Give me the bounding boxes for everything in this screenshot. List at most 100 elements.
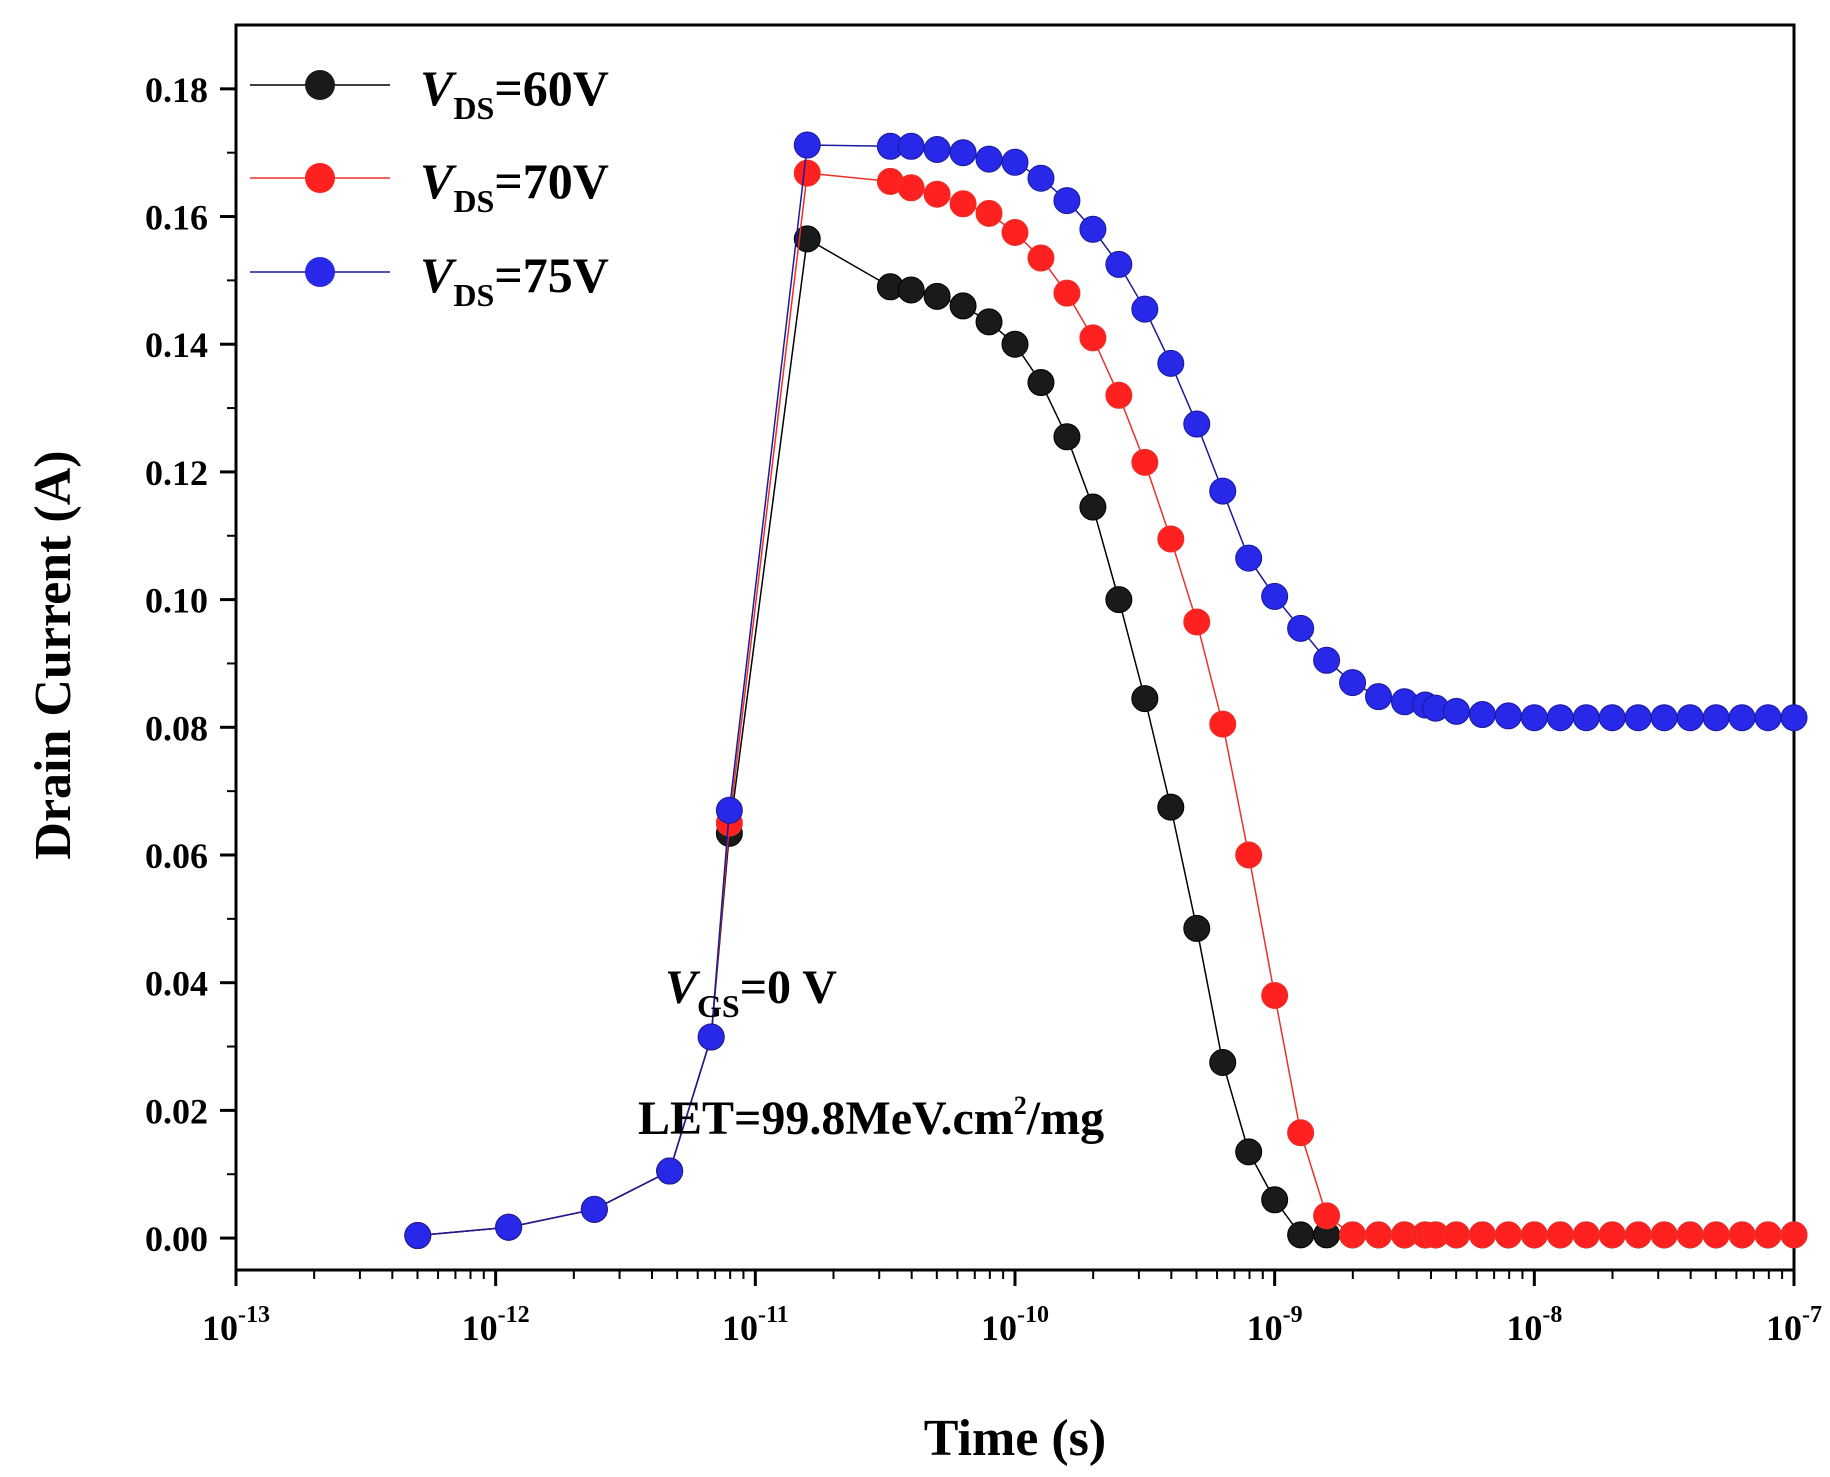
y-tick-label: 0.06 bbox=[145, 836, 208, 876]
data-point bbox=[975, 199, 1003, 227]
data-point bbox=[1131, 448, 1159, 476]
annotation-let: LET=99.8MeV.cm2/mg bbox=[638, 1091, 1104, 1145]
data-point bbox=[923, 282, 951, 310]
data-point bbox=[923, 180, 951, 208]
legend-label-75v: VDS=75V bbox=[420, 247, 609, 313]
series-VDS=75V bbox=[404, 131, 1808, 1250]
x-tick-label: 10-13 bbox=[202, 1302, 270, 1348]
data-point bbox=[1261, 981, 1289, 1009]
data-point bbox=[1287, 614, 1315, 642]
data-point bbox=[495, 1213, 523, 1241]
legend-marker-75v bbox=[305, 257, 335, 287]
y-tick-label: 0.02 bbox=[145, 1091, 208, 1131]
y-tick-label: 0.12 bbox=[145, 453, 208, 493]
data-point bbox=[1105, 381, 1133, 409]
legend-marker-60v bbox=[305, 70, 335, 100]
legend: VDS=60V VDS=70V VDS=75V bbox=[250, 60, 609, 313]
data-point bbox=[1442, 1221, 1470, 1249]
x-tick-label: 10-9 bbox=[1247, 1302, 1303, 1348]
data-point bbox=[1624, 704, 1652, 732]
legend-entry-70v: VDS=70V bbox=[250, 153, 609, 219]
data-point bbox=[1079, 215, 1107, 243]
data-point bbox=[1650, 704, 1678, 732]
data-point bbox=[1339, 1221, 1367, 1249]
series-layer bbox=[404, 131, 1808, 1250]
data-point bbox=[1053, 423, 1081, 451]
data-point bbox=[1313, 646, 1341, 674]
data-point bbox=[1235, 1138, 1263, 1166]
data-point bbox=[1157, 525, 1185, 553]
data-point bbox=[656, 1157, 684, 1185]
data-point bbox=[1780, 704, 1808, 732]
data-point bbox=[1157, 793, 1185, 821]
data-point bbox=[1209, 710, 1237, 738]
data-point bbox=[1442, 697, 1470, 725]
y-axis-title: Drain Current (A) bbox=[25, 450, 82, 859]
data-point bbox=[1079, 324, 1107, 352]
legend-entry-60v: VDS=60V bbox=[250, 60, 609, 126]
data-point bbox=[1728, 704, 1756, 732]
annotation-vgs: VGS=0 V bbox=[665, 961, 837, 1024]
data-point bbox=[1235, 544, 1263, 572]
x-axis-title: Time (s) bbox=[924, 1410, 1106, 1467]
data-point bbox=[1131, 295, 1159, 323]
data-point bbox=[1520, 1221, 1548, 1249]
data-point bbox=[1053, 187, 1081, 215]
data-point bbox=[404, 1222, 432, 1250]
legend-label-70v: VDS=70V bbox=[420, 153, 609, 219]
y-tick-label: 0.00 bbox=[145, 1219, 208, 1259]
data-point bbox=[1702, 1221, 1730, 1249]
data-point bbox=[1520, 704, 1548, 732]
data-point bbox=[897, 174, 925, 202]
data-point bbox=[1494, 1221, 1522, 1249]
x-tick-label: 10-8 bbox=[1506, 1302, 1562, 1348]
y-tick-label: 0.18 bbox=[145, 70, 208, 110]
data-point bbox=[793, 131, 821, 159]
data-point bbox=[1676, 704, 1704, 732]
y-tick-label: 0.08 bbox=[145, 708, 208, 748]
data-point bbox=[975, 145, 1003, 173]
data-point bbox=[1027, 164, 1055, 192]
data-point bbox=[1027, 244, 1055, 272]
data-point bbox=[1468, 701, 1496, 729]
data-point bbox=[1105, 250, 1133, 278]
x-tick-label: 10-10 bbox=[981, 1302, 1049, 1348]
x-tick-label: 10-7 bbox=[1766, 1302, 1822, 1348]
legend-label-60v: VDS=60V bbox=[420, 60, 609, 126]
data-point bbox=[1598, 1221, 1626, 1249]
data-point bbox=[1624, 1221, 1652, 1249]
x-tick-labels: 10-13 10-12 10-11 10-10 10-9 10-8 10-7 bbox=[202, 1302, 1822, 1348]
data-point bbox=[697, 1023, 725, 1051]
legend-entry-75v: VDS=75V bbox=[250, 247, 609, 313]
data-point bbox=[1754, 1221, 1782, 1249]
y-tick-label: 0.16 bbox=[145, 198, 208, 238]
data-point bbox=[1027, 369, 1055, 397]
data-point bbox=[1572, 1221, 1600, 1249]
data-point bbox=[1650, 1221, 1678, 1249]
data-point bbox=[1235, 841, 1263, 869]
data-point bbox=[1261, 1186, 1289, 1214]
data-point bbox=[1339, 669, 1367, 697]
data-point bbox=[1494, 702, 1522, 730]
y-tick-label: 0.14 bbox=[145, 325, 208, 365]
data-point bbox=[1001, 148, 1029, 176]
data-point bbox=[1468, 1221, 1496, 1249]
data-point bbox=[1365, 1221, 1393, 1249]
data-point bbox=[793, 159, 821, 187]
data-point bbox=[949, 139, 977, 167]
data-point bbox=[1365, 683, 1393, 711]
data-point bbox=[1261, 582, 1289, 610]
data-point bbox=[1728, 1221, 1756, 1249]
x-tick-label: 10-11 bbox=[722, 1302, 789, 1348]
y-tick-labels: 0.00 0.02 0.04 0.06 0.08 0.10 0.12 0.14 0.16 0.18 bbox=[145, 70, 208, 1259]
data-point bbox=[1105, 586, 1133, 614]
data-point bbox=[1209, 477, 1237, 505]
data-point bbox=[1702, 704, 1730, 732]
legend-marker-70v bbox=[305, 163, 335, 193]
data-point bbox=[1183, 608, 1211, 636]
data-point bbox=[1546, 704, 1574, 732]
data-point bbox=[949, 292, 977, 320]
data-point bbox=[1079, 493, 1107, 521]
data-point bbox=[1598, 704, 1626, 732]
